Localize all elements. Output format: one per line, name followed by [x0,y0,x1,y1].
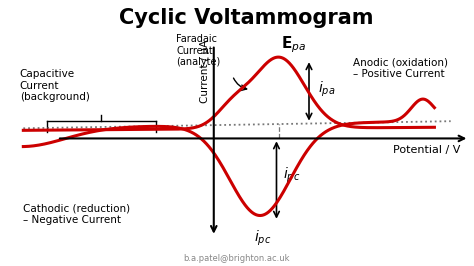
Text: b.a.patel@brighton.ac.uk: b.a.patel@brighton.ac.uk [184,254,290,263]
Text: Anodic (oxidation)
– Positive Current: Anodic (oxidation) – Positive Current [353,57,448,79]
Text: $i_{pc}$: $i_{pc}$ [254,229,271,248]
Text: Faradaic
Current
(analyte): Faradaic Current (analyte) [176,34,221,67]
Text: Current / μA: Current / μA [200,40,210,103]
Text: Potential / V: Potential / V [392,144,460,155]
Text: $i_{pc}$: $i_{pc}$ [283,165,301,185]
Text: Cyclic Voltammogram: Cyclic Voltammogram [119,8,374,28]
Text: Cathodic (reduction)
– Negative Current: Cathodic (reduction) – Negative Current [23,203,130,225]
Text: Capacitive
Current
(background): Capacitive Current (background) [20,69,90,102]
Text: $i_{pa}$: $i_{pa}$ [319,80,336,99]
Text: $\mathbf{E}_{pa}$: $\mathbf{E}_{pa}$ [281,35,306,55]
